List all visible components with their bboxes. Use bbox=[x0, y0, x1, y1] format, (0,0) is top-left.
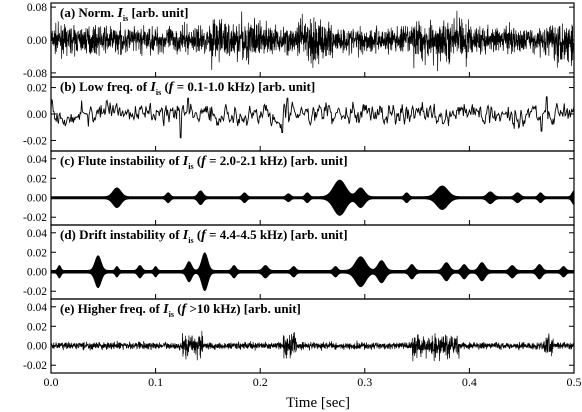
y-tick-label: 0.00 bbox=[27, 35, 47, 47]
y-tick-label: 0.02 bbox=[27, 247, 47, 259]
y-tick-label: -0.08 bbox=[23, 68, 47, 80]
panel-d-envelope bbox=[50, 252, 575, 292]
panel-a: 0.08 0.00 -0.08 (a) Norm. Iis [arb. unit] bbox=[23, 2, 575, 80]
y-tick-label: -0.02 bbox=[23, 360, 47, 372]
panel-d: 0.04 0.02 0.00 -0.02 (d) Drift instability o… bbox=[23, 224, 575, 300]
x-tick-label: 0.4 bbox=[462, 375, 477, 389]
y-tick-label: 0.00 bbox=[27, 341, 47, 353]
y-tick-label: -0.02 bbox=[23, 212, 47, 224]
y-tick-label: 0.02 bbox=[27, 173, 47, 185]
x-tick-label: 0.2 bbox=[253, 375, 268, 389]
y-tick-label: 0.08 bbox=[27, 2, 47, 14]
panel-e: 0.04 0.02 0.00 -0.02 (e) Higher freq. of Iis… bbox=[23, 298, 575, 374]
x-axis-label: Time [sec] bbox=[286, 395, 350, 411]
panel-b: 0.02 0.00 -0.02 (b) Low freq. of Iis (f = 0… bbox=[23, 76, 575, 152]
y-tick-label: 0.00 bbox=[27, 109, 47, 121]
y-tick-label: -0.02 bbox=[23, 286, 47, 298]
x-tick-label: 0.0 bbox=[44, 375, 59, 389]
y-tick-label: 0.02 bbox=[27, 83, 47, 95]
panel-c: 0.04 0.02 0.00 -0.02 (c) Flute instability o… bbox=[23, 150, 575, 226]
y-tick-label: 0.04 bbox=[27, 228, 47, 240]
y-tick-label: 0.04 bbox=[27, 302, 47, 314]
x-tick-label: 0.5 bbox=[567, 375, 582, 389]
panel-c-envelope bbox=[50, 179, 575, 216]
y-tick-label: 0.00 bbox=[27, 267, 47, 279]
panel-e-signal bbox=[50, 330, 575, 362]
panel-b-title: (b) Low freq. of Iis (f = 0.1-1.0 kHz) [… bbox=[60, 79, 315, 97]
panel-e-frame bbox=[50, 298, 575, 374]
x-tick-label: 0.3 bbox=[357, 375, 372, 389]
panel-e-title: (e) Higher freq. of Iis (f >10 kHz) [arb… bbox=[60, 301, 301, 319]
y-tick-label: 0.02 bbox=[27, 321, 47, 333]
x-axis: 0.0 0.1 0.2 0.3 0.4 0.5 bbox=[44, 375, 582, 389]
panel-a-title: (a) Norm. Iis [arb. unit] bbox=[60, 5, 189, 23]
panel-b-signal bbox=[50, 96, 575, 139]
y-tick-label: -0.02 bbox=[23, 135, 47, 147]
panel-c-title: (c) Flute instability of Iis (f = 2.0-2.… bbox=[60, 153, 348, 171]
x-tick-label: 0.1 bbox=[148, 375, 163, 389]
panel-d-title: (d) Drift instability of Iis (f = 4.4-4.… bbox=[60, 227, 348, 245]
y-tick-label: 0.00 bbox=[27, 193, 47, 205]
y-tick-label: 0.04 bbox=[27, 154, 47, 166]
panel-a-signal bbox=[50, 10, 575, 72]
